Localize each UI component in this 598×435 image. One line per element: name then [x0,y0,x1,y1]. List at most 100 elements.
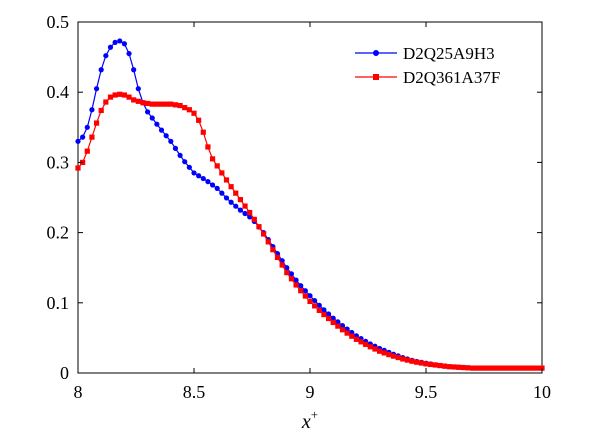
data-point [196,117,202,123]
data-point [525,365,531,371]
data-point [140,100,146,106]
data-point [107,44,114,50]
y-tick-label: 0.3 [47,152,70,172]
data-point [312,297,318,304]
data-point [117,91,123,97]
data-point [349,333,355,339]
data-point [163,133,169,139]
data-point [516,365,522,371]
data-point [339,322,346,329]
data-point [205,144,211,150]
data-point [441,363,448,369]
data-point [177,102,183,109]
data-point [353,336,359,342]
data-point [270,247,276,253]
data-point [103,99,109,105]
data-point [84,148,90,154]
data-point [493,365,499,371]
data-point [228,199,234,205]
legend-item: D2Q25A9H3 [355,44,495,63]
data-point [261,231,267,237]
data-point [237,197,243,203]
y-tick-label: 0.5 [47,12,70,32]
data-point [479,365,485,371]
x-axis-label-superscript: + [311,407,318,422]
y-tick-label: 0 [60,363,69,383]
data-point [163,101,169,107]
data-point [312,303,318,309]
data-point [363,341,369,347]
data-point [93,86,100,92]
data-point [530,365,536,371]
data-point [395,354,401,361]
data-point [242,210,248,217]
data-point [131,97,137,103]
plot-area-border [77,21,543,374]
y-tick-label: 0.1 [47,293,70,313]
data-point [135,86,141,92]
data-point [126,50,132,57]
data-point [103,53,109,59]
legend: D2Q25A9H3 D2Q361A37F [355,44,500,87]
data-point [126,94,132,100]
data-point [418,360,424,366]
data-point [428,361,434,368]
data-point [335,323,341,329]
data-point [400,356,406,362]
data-point [98,107,104,114]
data-point [437,362,443,369]
data-point [168,101,174,107]
data-point [205,179,211,185]
data-point [228,184,234,190]
data-point [117,38,123,44]
data-point [432,362,438,368]
data-point [279,262,285,268]
data-point [386,352,392,358]
data-point [135,98,141,104]
data-point [172,145,179,151]
data-point [469,365,475,371]
data-point [274,254,281,261]
data-point [293,282,299,288]
data-point [288,276,295,282]
data-point [321,311,327,318]
data-point [502,365,508,371]
data-point [89,107,95,113]
data-point [455,364,462,370]
data-point [325,315,332,322]
plot-frame [77,21,543,374]
data-point [390,353,397,359]
data-point [121,92,127,98]
data-point [200,129,206,135]
legend-item: D2Q361A37F [355,68,500,87]
x-tick-label: 8.5 [183,382,206,402]
data-point [372,346,378,352]
legend-marker [373,50,379,56]
data-point [307,293,313,299]
data-point [483,365,489,371]
data-point [182,105,188,111]
data-point [330,315,336,321]
data-point [121,41,127,47]
x-tick-label: 9.5 [415,382,438,402]
data-point [75,165,81,171]
data-point [377,348,383,354]
data-point [497,365,503,371]
data-point [284,265,290,271]
data-point [154,121,160,127]
data-point [265,239,271,245]
x-tick-label: 9 [306,382,315,402]
data-point [242,203,248,209]
data-point [233,203,239,209]
data-point [223,195,230,201]
data-point [465,365,471,371]
data-point [339,327,346,333]
data-point [307,298,313,304]
data-point [506,365,513,371]
data-point [186,164,192,170]
data-point [534,365,540,371]
data-point [316,307,322,313]
data-point [451,364,457,370]
data-point [344,326,350,332]
